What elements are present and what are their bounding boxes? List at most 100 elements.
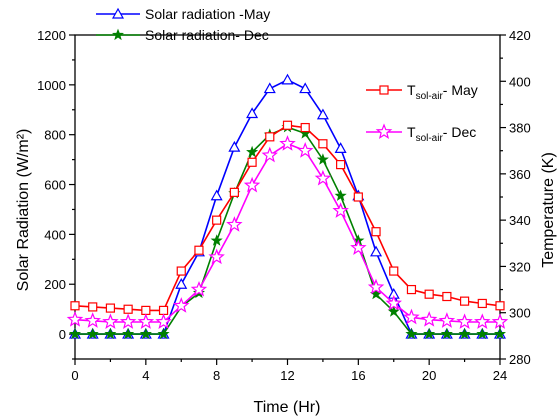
data-point xyxy=(389,266,399,276)
data-point xyxy=(476,327,489,340)
series-line xyxy=(75,126,500,335)
legend-label: Solar radiation -May xyxy=(145,6,270,22)
series-line xyxy=(74,124,501,312)
y-left-tick-label: 1000 xyxy=(37,78,66,93)
data-point xyxy=(420,311,438,327)
series-1 xyxy=(68,120,507,340)
data-point xyxy=(122,327,135,340)
legend-label: Tsol-air- Dec xyxy=(407,124,476,144)
data-point xyxy=(370,245,383,257)
data-point xyxy=(228,140,241,152)
x-tick-label: 8 xyxy=(213,368,220,383)
data-point xyxy=(495,301,505,311)
legend-label-main: T xyxy=(407,124,416,140)
y-right-axis-title: Temperature (K) xyxy=(540,152,557,268)
y-left-tick-label: 1200 xyxy=(37,28,66,43)
data-point xyxy=(263,82,276,94)
y-left-tick-label: 400 xyxy=(44,227,66,242)
series-layer xyxy=(66,73,509,340)
data-point xyxy=(208,248,225,265)
data-point xyxy=(104,327,117,340)
data-point xyxy=(367,278,385,295)
data-point xyxy=(424,289,434,299)
data-point xyxy=(175,277,188,289)
y-left-axis-title: Solar Radiation (W/m²) xyxy=(15,129,32,292)
data-point xyxy=(403,308,420,325)
legend-item: Solar radiation -May xyxy=(96,6,270,22)
data-point xyxy=(459,296,470,306)
legend-marker xyxy=(111,28,125,41)
legend-marker xyxy=(375,123,393,140)
legend-marker xyxy=(111,7,125,19)
data-point xyxy=(316,108,329,120)
x-tick-label: 16 xyxy=(351,368,365,383)
y-right-tick-label: 420 xyxy=(509,28,531,43)
data-point xyxy=(318,139,328,149)
y-left-tick-label: 200 xyxy=(44,277,66,292)
legend-item: Solar radiation- Dec xyxy=(96,27,269,43)
ticks: 0 4 8 12 16 20 24 0 200 400 600 800 1000 1200 280 300 32… xyxy=(37,28,531,383)
data-point xyxy=(261,146,278,163)
y-right-tick-label: 360 xyxy=(509,167,531,182)
data-point xyxy=(406,284,417,295)
series-3 xyxy=(66,135,509,329)
data-point xyxy=(212,215,222,225)
data-point xyxy=(176,266,186,276)
series-2 xyxy=(70,120,505,315)
legend-item: Tsol-air- Dec xyxy=(366,123,476,144)
data-point xyxy=(247,157,257,167)
data-point xyxy=(314,169,332,186)
legend-label-subscript: sol-air xyxy=(416,133,444,144)
data-point xyxy=(137,313,155,329)
data-point xyxy=(86,327,99,340)
data-point xyxy=(493,327,507,340)
data-point xyxy=(265,132,275,142)
data-point xyxy=(229,187,239,197)
legend-layer: Solar radiation -May Solar radiation- Dec… xyxy=(96,6,478,144)
data-point xyxy=(88,302,98,312)
legend-label-suffix: - May xyxy=(443,82,478,98)
y-left-tick-label: 0 xyxy=(59,327,66,342)
data-point xyxy=(246,107,259,119)
data-point xyxy=(299,82,312,94)
y-right-tick-label: 300 xyxy=(509,306,531,321)
x-tick-label: 20 xyxy=(422,368,436,383)
data-point xyxy=(173,297,190,313)
data-point xyxy=(334,189,347,201)
data-point xyxy=(456,313,473,329)
legend-label-subscript: sol-air xyxy=(416,91,444,102)
data-point xyxy=(68,327,82,340)
data-point xyxy=(296,142,314,158)
data-point xyxy=(458,327,471,340)
data-point xyxy=(474,313,491,329)
data-point xyxy=(105,303,116,313)
data-point xyxy=(194,245,204,255)
data-point xyxy=(336,160,346,170)
data-point xyxy=(123,304,133,314)
y-right-tick-label: 280 xyxy=(509,352,531,367)
data-point xyxy=(243,176,261,193)
data-point xyxy=(139,327,152,340)
data-point xyxy=(282,120,293,130)
data-point xyxy=(332,202,349,218)
data-point xyxy=(158,305,169,315)
x-tick-label: 0 xyxy=(71,368,78,383)
data-point xyxy=(157,327,170,340)
legend-item: Tsol-air- May xyxy=(366,82,478,102)
legend-label: Tsol-air- May xyxy=(407,82,478,102)
y-left-tick-label: 800 xyxy=(44,128,66,143)
data-point xyxy=(334,142,347,153)
x-tick-label: 12 xyxy=(280,368,294,383)
legend-label-main: T xyxy=(407,82,416,98)
x-axis-title: Time (Hr) xyxy=(254,399,321,416)
data-point xyxy=(353,192,363,202)
data-point xyxy=(279,135,296,151)
legend-marker xyxy=(379,85,389,95)
data-point xyxy=(226,216,243,232)
data-point xyxy=(190,280,208,297)
data-point xyxy=(281,73,294,85)
data-point xyxy=(155,313,172,329)
data-point xyxy=(70,301,80,311)
data-point xyxy=(119,313,137,329)
